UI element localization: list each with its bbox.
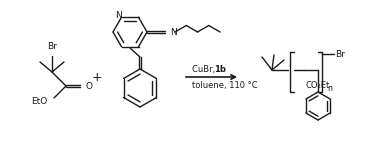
Text: Br: Br: [335, 49, 345, 59]
Text: N: N: [170, 28, 177, 36]
Text: n: n: [327, 84, 332, 92]
Text: 1b: 1b: [214, 64, 226, 73]
Text: N: N: [115, 11, 122, 20]
Text: Br: Br: [47, 42, 57, 51]
Text: EtO: EtO: [31, 96, 47, 105]
Text: O: O: [85, 81, 92, 91]
Text: CuBr,: CuBr,: [192, 64, 218, 73]
Text: +: +: [92, 71, 102, 84]
Text: toluene, 110 °C: toluene, 110 °C: [192, 80, 257, 89]
Text: CO₂Et: CO₂Et: [306, 81, 330, 90]
